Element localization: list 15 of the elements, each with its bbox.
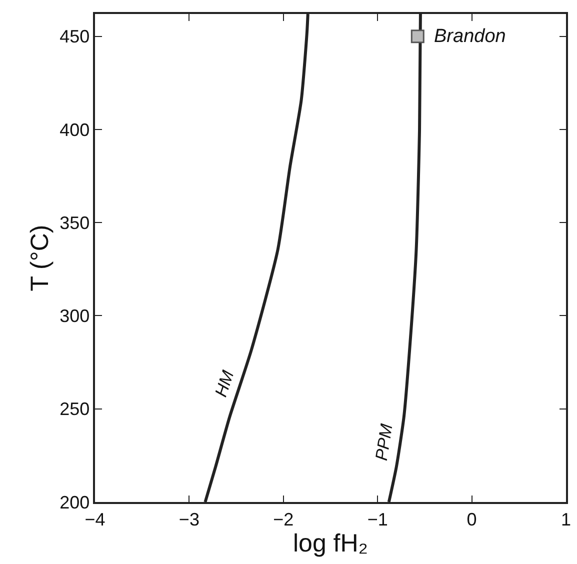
text: HM	[211, 367, 238, 400]
annotation: Brandon	[434, 26, 506, 47]
x-tick-label: −1	[367, 509, 388, 530]
y-tick-label: 400	[60, 120, 90, 140]
y-tick-label: 350	[60, 212, 90, 233]
y-tick-label: 450	[60, 26, 90, 47]
x-axis-title: log fH₂	[292, 529, 368, 558]
y-axis-title: T (°C)	[26, 224, 54, 292]
text: PPM	[372, 422, 396, 462]
x-tick-label: 1	[560, 509, 572, 530]
y-tick-label: 300	[60, 306, 90, 326]
y-tick-label: 250	[60, 399, 90, 420]
x-tick-label: −2	[273, 509, 294, 530]
x-tick-label: −3	[178, 509, 200, 530]
x-tick-label: 0	[466, 509, 477, 530]
